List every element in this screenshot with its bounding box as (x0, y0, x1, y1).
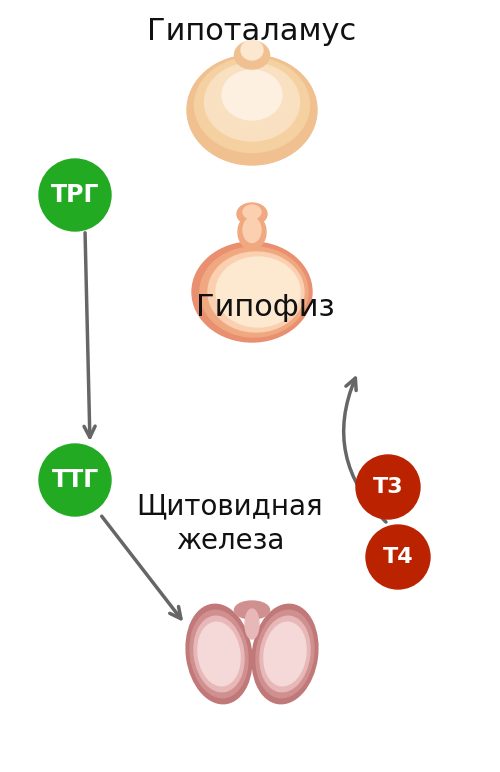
Ellipse shape (243, 205, 261, 219)
Circle shape (39, 444, 111, 516)
Ellipse shape (252, 604, 318, 704)
Ellipse shape (192, 242, 312, 342)
Ellipse shape (186, 604, 252, 704)
Ellipse shape (194, 57, 310, 153)
Ellipse shape (187, 55, 317, 165)
Ellipse shape (241, 40, 263, 60)
Text: Т4: Т4 (382, 547, 414, 567)
Ellipse shape (234, 41, 270, 69)
Ellipse shape (256, 610, 314, 698)
Ellipse shape (204, 63, 300, 141)
Ellipse shape (234, 601, 270, 619)
Text: ТРГ: ТРГ (51, 183, 99, 207)
Ellipse shape (260, 616, 310, 692)
Circle shape (356, 455, 420, 519)
Ellipse shape (208, 252, 304, 332)
Circle shape (366, 525, 430, 589)
Text: Щитовидная
железа: Щитовидная железа (136, 493, 324, 555)
Ellipse shape (194, 616, 244, 692)
Text: Гипофиз: Гипофиз (196, 293, 334, 321)
Ellipse shape (238, 215, 266, 249)
Ellipse shape (237, 203, 267, 225)
Ellipse shape (190, 610, 248, 698)
Ellipse shape (200, 247, 308, 337)
Ellipse shape (245, 609, 259, 639)
Ellipse shape (216, 257, 300, 327)
Circle shape (39, 159, 111, 231)
Ellipse shape (198, 622, 240, 686)
Text: ТТГ: ТТГ (52, 468, 98, 492)
Ellipse shape (222, 70, 282, 120)
Text: Т3: Т3 (372, 477, 404, 497)
Ellipse shape (264, 622, 306, 686)
Text: Гипоталамус: Гипоталамус (148, 18, 356, 46)
Ellipse shape (243, 218, 261, 242)
